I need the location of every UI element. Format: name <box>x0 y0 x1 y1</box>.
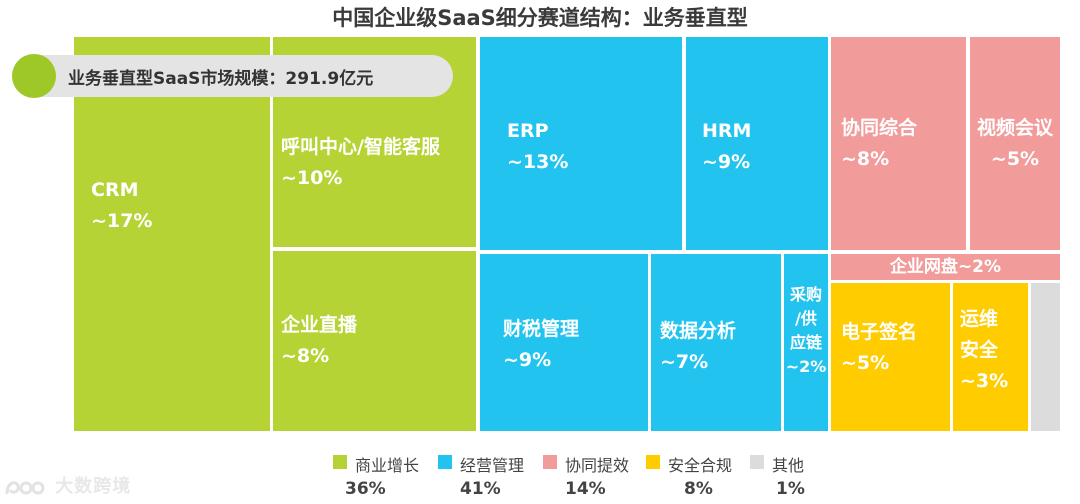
tile-share: ~17% <box>91 210 153 232</box>
treemap-tile: 协同综合 ~8% <box>831 37 966 250</box>
treemap-tile: 企业网盘~2% <box>831 254 1060 280</box>
legend-swatch <box>543 455 557 469</box>
legend-name: 其他 <box>772 456 805 475</box>
tile-label: 协同综合 ~8% <box>841 113 917 175</box>
tile-share: ~2% <box>785 357 827 376</box>
chart-title: 中国企业级SaaS细分赛道结构：业务垂直型 <box>332 6 748 30</box>
tile-share: ~5% <box>990 148 1040 170</box>
legend-swatch <box>646 455 660 469</box>
tile-name: 企业直播 <box>281 314 358 336</box>
tile-name: 数据分析 <box>660 320 737 342</box>
tile-share: ~10% <box>281 167 343 189</box>
legend-share: 36% <box>345 479 386 499</box>
legend-share: 8% <box>684 479 713 499</box>
treemap-tile: 数据分析 ~7% <box>651 254 781 431</box>
tile-label: CRM ~17% <box>91 175 152 237</box>
tile-share: ~8% <box>841 148 890 170</box>
tile-share: ~2% <box>957 257 1002 277</box>
legend-swatch <box>333 455 347 469</box>
treemap-tile: 财税管理 ~9% <box>480 254 648 431</box>
treemap-tile: 视频会议 ~5% <box>970 37 1060 250</box>
tile-label: 电子签名 ~5% <box>841 317 917 379</box>
tile-label: 企业直播 ~8% <box>281 310 357 372</box>
watermark-text: 大数跨境 <box>55 476 132 497</box>
tile-label: 企业网盘~2% <box>831 257 1060 277</box>
tile-name-part: 应链 <box>789 333 822 352</box>
tile-name: 视频会议 <box>976 117 1053 139</box>
legend-share: 41% <box>460 479 501 499</box>
legend-swatch <box>438 455 452 469</box>
tile-name: 呼叫中心/智能客服 <box>281 136 440 158</box>
legend-swatch <box>750 455 764 469</box>
tile-name-part: 安全 <box>960 339 999 361</box>
market-size-callout: 业务垂直型SaaS市场规模：291.9亿元 <box>12 54 453 98</box>
legend: 商业增长 36% 经营管理 41% 协同提效 14% 安全合规 8% 其他 1% <box>333 452 833 502</box>
tile-share: ~3% <box>960 370 1009 392</box>
tile-label: 采购/供应链 ~2% <box>784 283 828 379</box>
tile-label: 数据分析 ~7% <box>660 316 736 378</box>
tile-name: 财税管理 <box>503 318 580 340</box>
tile-share: ~9% <box>702 151 751 173</box>
watermark: 大数跨境 <box>4 472 131 498</box>
legend-share: 1% <box>776 479 805 499</box>
ebrun-logo-icon <box>5 481 45 495</box>
tile-share: ~7% <box>660 351 709 373</box>
treemap-tile: 运维安全 ~3% <box>953 283 1028 431</box>
legend-name: 协同提效 <box>565 456 630 475</box>
treemap-tile: ERP ~13% <box>480 37 682 250</box>
treemap-tile: CRM ~17% <box>74 37 270 431</box>
treemap-tile: 呼叫中心/智能客服 ~10% <box>273 37 476 247</box>
tile-label: HRM ~9% <box>702 116 751 178</box>
tile-label: 运维安全 ~3% <box>960 304 1008 397</box>
tile-label: 呼叫中心/智能客服 ~10% <box>281 132 440 194</box>
tile-label: 视频会议 ~5% <box>970 113 1060 175</box>
tile-share: ~9% <box>503 349 552 371</box>
market-size-label: 业务垂直型SaaS市场规模：291.9亿元 <box>68 69 374 89</box>
tile-name: 电子签名 <box>841 321 918 343</box>
treemap-tile <box>1031 283 1060 431</box>
legend-name: 安全合规 <box>668 456 733 475</box>
tile-name-part: 运维 <box>960 308 999 330</box>
treemap-tile: 企业直播 ~8% <box>273 251 476 431</box>
legend-share: 14% <box>565 479 606 499</box>
tile-label: ERP ~13% <box>507 116 568 178</box>
tile-share: ~5% <box>841 352 890 374</box>
tile-name: HRM <box>702 120 752 142</box>
treemap-tile: HRM ~9% <box>686 37 828 250</box>
tile-label: 财税管理 ~9% <box>503 314 579 376</box>
tile-name-part: 采购 <box>789 285 822 304</box>
treemap-tile: 电子签名 ~5% <box>831 283 950 431</box>
tile-share: ~8% <box>281 345 330 367</box>
tile-name: CRM <box>91 179 139 201</box>
tile-name: 协同综合 <box>841 117 918 139</box>
legend-name: 商业增长 <box>355 456 420 475</box>
tile-name-part: /供 <box>795 309 817 328</box>
tile-name: 企业网盘 <box>889 257 958 277</box>
tile-share: ~13% <box>507 151 569 173</box>
legend-name: 经营管理 <box>460 456 525 475</box>
treemap-tile: 采购/供应链 ~2% <box>784 254 828 431</box>
tile-name: ERP <box>507 120 549 142</box>
callout-dot-icon <box>12 54 56 98</box>
